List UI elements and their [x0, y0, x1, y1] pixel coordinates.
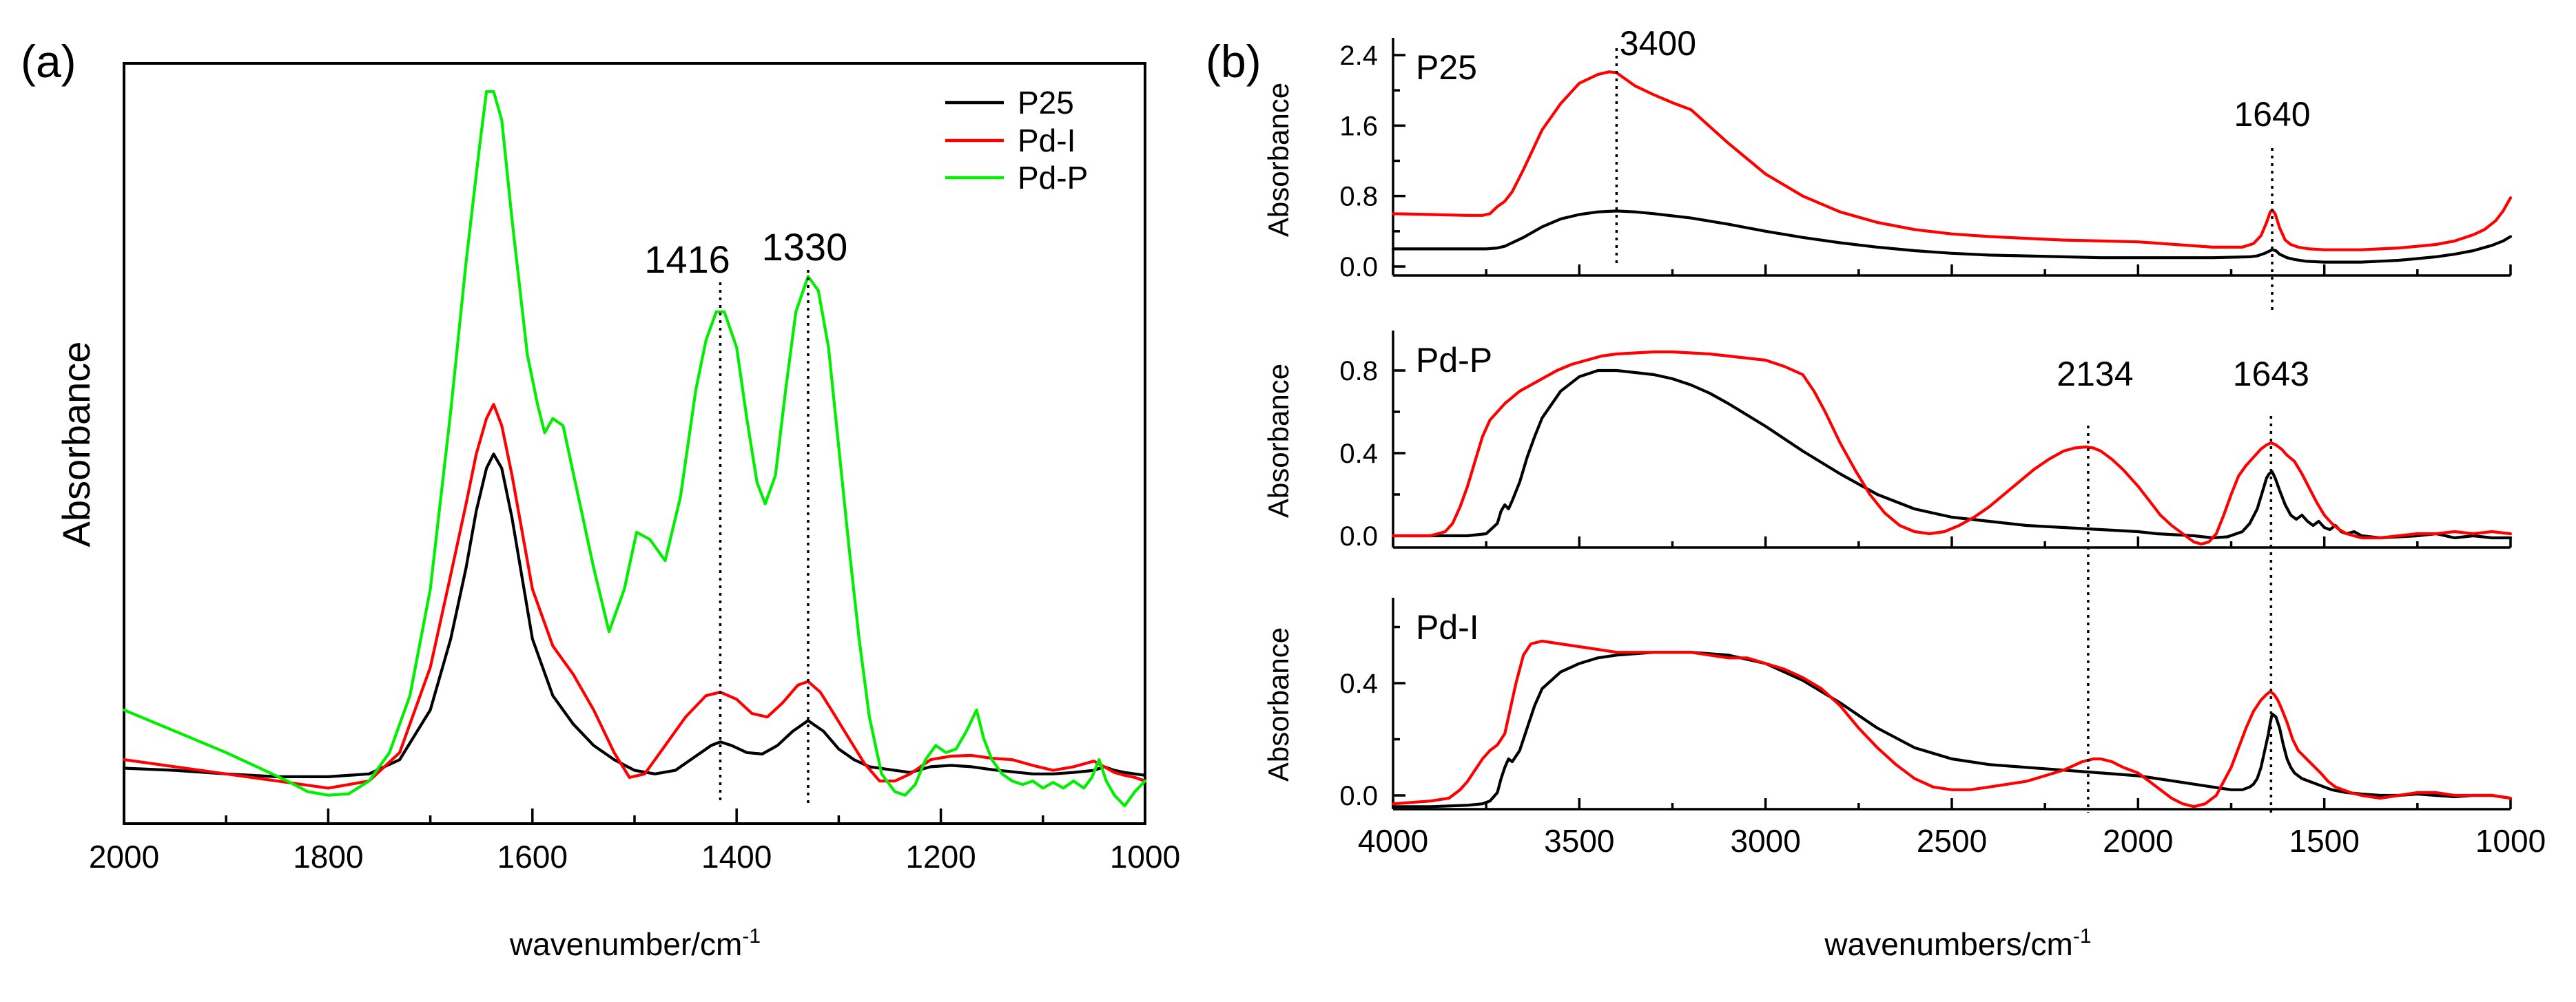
x-tick-label: 1800 [293, 839, 363, 875]
x-axis-title-text: wavenumbers/cm [1824, 926, 2072, 962]
x-tick-label: 2000 [2103, 823, 2173, 859]
annotation-label: 1643 [2233, 355, 2309, 393]
series-line-p25-black [1391, 209, 2513, 264]
y-axis-title: Absorbance [1262, 627, 1295, 782]
x-axis-title-text: wavenumber/cm [509, 926, 742, 962]
y-tick-label: 0.0 [1339, 521, 1378, 552]
y-tick-label: 0.0 [1339, 781, 1378, 811]
x-axis-title: wavenumbers/cm-1 [1824, 925, 2091, 962]
legend-label: Pd-P [1018, 160, 1088, 196]
panel-a: (a) 2000 1800 1600 1400 1200 1000 wavenumber/cm… [21, 36, 1180, 962]
annotation-label: 1416 [644, 238, 730, 281]
x-tick-label: 3000 [1730, 823, 1800, 859]
panel-label-b: (b) [1206, 36, 1261, 87]
x-axis-title-superscript: -1 [2073, 925, 2092, 948]
x-tick-label: 2500 [1917, 823, 1987, 859]
y-tick-label: 2.4 [1339, 41, 1378, 71]
series-line-pd-p-black [1391, 368, 2513, 540]
subplot-name-label: Pd-I [1416, 608, 1479, 647]
x-axis-title-superscript: -1 [742, 925, 761, 948]
y-axis-title: Absorbance [1262, 83, 1295, 237]
x-tick-label: 1500 [2289, 823, 2359, 859]
series-line-p25-red [1391, 70, 2513, 251]
series-line-pd-p-red [1391, 350, 2513, 546]
x-tick-label: 1000 [1110, 839, 1180, 875]
y-axis-title: Absorbance [54, 342, 98, 547]
x-tick-label: 1600 [497, 839, 568, 875]
annotation-label: 2134 [2057, 355, 2133, 393]
y-tick-label: 0.0 [1339, 252, 1378, 282]
panel-b: (b) 0.0 0.8 1.6 2.4 Absorbance P25 0.0 0.4 0.8 Abs… [1206, 24, 2546, 962]
y-tick-label: 0.8 [1339, 356, 1378, 386]
x-axis-title: wavenumber/cm-1 [509, 925, 761, 962]
x-tick-label: 4000 [1358, 823, 1428, 859]
y-tick-label: 0.8 [1339, 182, 1378, 212]
series-line-p25 [122, 452, 1147, 778]
annotation-label: 3400 [1620, 24, 1696, 63]
y-tick-label: 0.4 [1339, 669, 1378, 699]
subplot-name-label: Pd-P [1416, 341, 1492, 379]
legend-label: P25 [1018, 85, 1074, 121]
series-line-pd-p [122, 90, 1147, 808]
subplot-name-label: P25 [1416, 48, 1477, 87]
series-line-pd-i-red [1391, 639, 2513, 808]
panel-label-a: (a) [21, 36, 76, 87]
x-tick-label: 1200 [905, 839, 976, 875]
series-line-pd-i [122, 403, 1147, 790]
x-tick-label: 1000 [2475, 823, 2546, 859]
x-tick-label: 3500 [1544, 823, 1614, 859]
y-axis-title: Absorbance [1262, 364, 1295, 518]
series-line-pd-i-black [1391, 651, 2513, 808]
x-tick-label: 1400 [701, 839, 772, 875]
x-tick-label: 2000 [89, 839, 159, 875]
annotation-label: 1330 [762, 225, 848, 269]
y-tick-label: 1.6 [1339, 111, 1378, 141]
y-tick-label: 0.4 [1339, 439, 1378, 469]
annotation-label: 1640 [2234, 95, 2310, 134]
legend-label: Pd-I [1018, 123, 1075, 158]
